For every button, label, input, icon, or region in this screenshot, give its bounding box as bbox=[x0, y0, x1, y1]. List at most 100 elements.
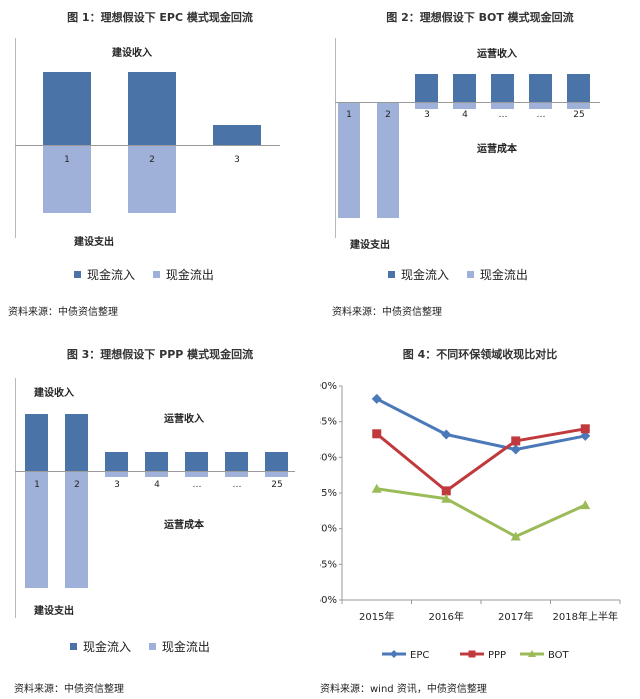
fig1-bottom-label: 建设支出 bbox=[74, 237, 114, 248]
fig1-legend: 现金流入 现金流出 bbox=[74, 266, 228, 283]
legend-marker-ppp bbox=[468, 650, 476, 658]
fig3-bar-label-3: 3 bbox=[114, 480, 120, 490]
fig3-legend-inflow: 现金流入 bbox=[70, 640, 131, 654]
fig2-bar-7-outflow bbox=[567, 103, 590, 109]
legend-swatch-icon bbox=[466, 271, 474, 278]
fig2-bar-3-inflow bbox=[415, 74, 438, 102]
fig3-bar-3-inflow bbox=[105, 452, 128, 471]
y-tick-label: 65% bbox=[320, 559, 337, 570]
fig2-bar-label-6: … bbox=[536, 110, 546, 120]
fig2-bar-label-5: … bbox=[498, 110, 508, 120]
y-tick-label: 80% bbox=[320, 452, 337, 463]
fig1-bar-2-outflow bbox=[128, 146, 176, 213]
x-tick-label: 2015年 bbox=[359, 610, 394, 623]
fig1-baseline bbox=[15, 145, 280, 146]
fig3-bar-1-inflow bbox=[25, 414, 48, 471]
fig4-source: 资料来源：wind 资讯，中债资信整理 bbox=[320, 684, 487, 695]
fig1-bar-label-3: 3 bbox=[234, 155, 240, 165]
legend-swatch-icon bbox=[148, 643, 156, 650]
data-point-bot bbox=[580, 500, 591, 510]
fig3-baseline bbox=[15, 471, 295, 472]
fig3-legend-outflow: 现金流出 bbox=[148, 640, 210, 654]
legend-swatch-icon bbox=[70, 643, 77, 650]
fig3-bottom-label: 建设支出 bbox=[34, 606, 74, 617]
fig4-title: 图 4：不同环保领域收现比对比 bbox=[402, 348, 558, 361]
fig2-bar-label-2: 2 bbox=[385, 110, 391, 120]
fig2-bar-7-inflow bbox=[567, 74, 590, 102]
fig2-bar-label-7: 25 bbox=[573, 110, 585, 120]
fig3-mid-label: 运营成本 bbox=[164, 520, 204, 531]
fig3-bar-label-2: 2 bbox=[74, 480, 80, 490]
fig3-right-top-label: 运营收入 bbox=[164, 414, 204, 425]
fig2-bottom-label: 建设支出 bbox=[350, 240, 390, 251]
data-point-bot bbox=[441, 493, 452, 503]
fig2-legend-outflow: 现金流出 bbox=[466, 268, 528, 282]
legend-swatch-icon bbox=[388, 271, 395, 278]
data-point-ppp bbox=[511, 436, 521, 446]
fig3-bar-7-inflow bbox=[265, 452, 288, 471]
legend-label-ppp: PPP bbox=[488, 650, 506, 661]
fig1-panel: 图 1：理想假设下 EPC 模式现金回流 1 2 3 建设收入 建设支出 现金流… bbox=[0, 0, 320, 330]
fig3-bar-6-inflow bbox=[225, 452, 248, 471]
fig2-bar-4-inflow bbox=[453, 74, 476, 102]
data-point-ppp bbox=[372, 429, 382, 439]
data-point-epc bbox=[580, 430, 591, 441]
fig2-source: 资料来源：中债资信整理 bbox=[332, 307, 442, 318]
fig2-bar-5-inflow bbox=[491, 74, 514, 102]
series-line-bot bbox=[376, 487, 586, 539]
fig3-bar-7-outflow bbox=[265, 472, 288, 477]
fig1-bar-1-inflow bbox=[43, 72, 91, 145]
fig3-bar-label-6: … bbox=[232, 480, 242, 490]
fig3-title: 图 3：理想假设下 PPP 模式现金回流 bbox=[66, 348, 254, 361]
fig1-bar-3-inflow bbox=[213, 125, 261, 145]
fig3-bar-label-5: … bbox=[192, 480, 202, 490]
legend-label-bot: BOT bbox=[548, 650, 570, 661]
data-point-ppp bbox=[441, 486, 451, 496]
fig1-bar-label-1: 1 bbox=[64, 155, 70, 165]
fig3-bar-2-outflow bbox=[65, 472, 88, 588]
legend-swatch-icon bbox=[74, 271, 81, 278]
fig2-bar-4-outflow bbox=[453, 103, 476, 109]
fig4-line-chart: 90% 85% 80% 75% 70% 65% 60% 2015年 2016年 2017年 2018… bbox=[320, 381, 621, 661]
fig2-mid-label: 运营成本 bbox=[477, 144, 517, 155]
legend-swatch-icon bbox=[152, 271, 160, 278]
fig3-panel: 图 3：理想假设下 PPP 模式现金回流 1 2 3 4 … … 25 建设收入… bbox=[0, 338, 320, 699]
fig3-bar-1-outflow bbox=[25, 472, 48, 588]
fig2-top-label: 运营收入 bbox=[477, 49, 517, 60]
fig1-top-label: 建设收入 bbox=[112, 48, 152, 59]
fig3-bar-4-inflow bbox=[145, 452, 168, 471]
fig2-bar-2-outflow bbox=[377, 103, 399, 218]
data-point-epc bbox=[371, 393, 382, 404]
y-tick-label: 60% bbox=[320, 595, 337, 606]
fig1-axis bbox=[15, 38, 16, 238]
fig2-title: 图 2：理想假设下 BOT 模式现金回流 bbox=[386, 11, 574, 24]
y-tick-label: 75% bbox=[320, 488, 337, 499]
fig3-bar-2-inflow bbox=[65, 414, 88, 471]
x-tick-label: 2017年 bbox=[498, 610, 533, 623]
fig3-bar-label-4: 4 bbox=[154, 480, 160, 490]
fig2-legend-inflow: 现金流入 bbox=[388, 268, 449, 282]
y-tick-label: 70% bbox=[320, 524, 337, 535]
fig2-bar-label-1: 1 bbox=[346, 110, 352, 120]
fig2-bar-6-inflow bbox=[529, 74, 552, 102]
y-tick-label: 85% bbox=[320, 417, 337, 428]
fig1-bar-label-2: 2 bbox=[149, 155, 155, 165]
x-tick-label: 2018年上半年 bbox=[553, 610, 618, 623]
fig3-bar-5-inflow bbox=[185, 452, 208, 471]
fig2-axis bbox=[335, 38, 336, 238]
data-point-ppp bbox=[580, 424, 590, 434]
fig3-axis bbox=[15, 378, 16, 618]
y-tick-label: 90% bbox=[320, 381, 337, 392]
data-point-epc bbox=[510, 444, 521, 455]
fig4-panel: 图 4：不同环保领域收现比对比 90% 85% 80% 75% 70% 65% 60% 201… bbox=[320, 338, 640, 699]
fig1-legend-inflow: 现金流入 bbox=[74, 268, 135, 282]
fig1-bar-1-outflow bbox=[43, 146, 91, 213]
fig3-bar-6-outflow bbox=[225, 472, 248, 477]
fig3-bar-5-outflow bbox=[185, 472, 208, 477]
series-line-epc bbox=[376, 397, 586, 451]
data-point-bot bbox=[371, 483, 382, 493]
legend-label-epc: EPC bbox=[410, 650, 429, 661]
fig3-bar-4-outflow bbox=[145, 472, 168, 477]
fig2-bar-6-outflow bbox=[529, 103, 552, 109]
x-tick-label: 2016年 bbox=[429, 610, 464, 623]
